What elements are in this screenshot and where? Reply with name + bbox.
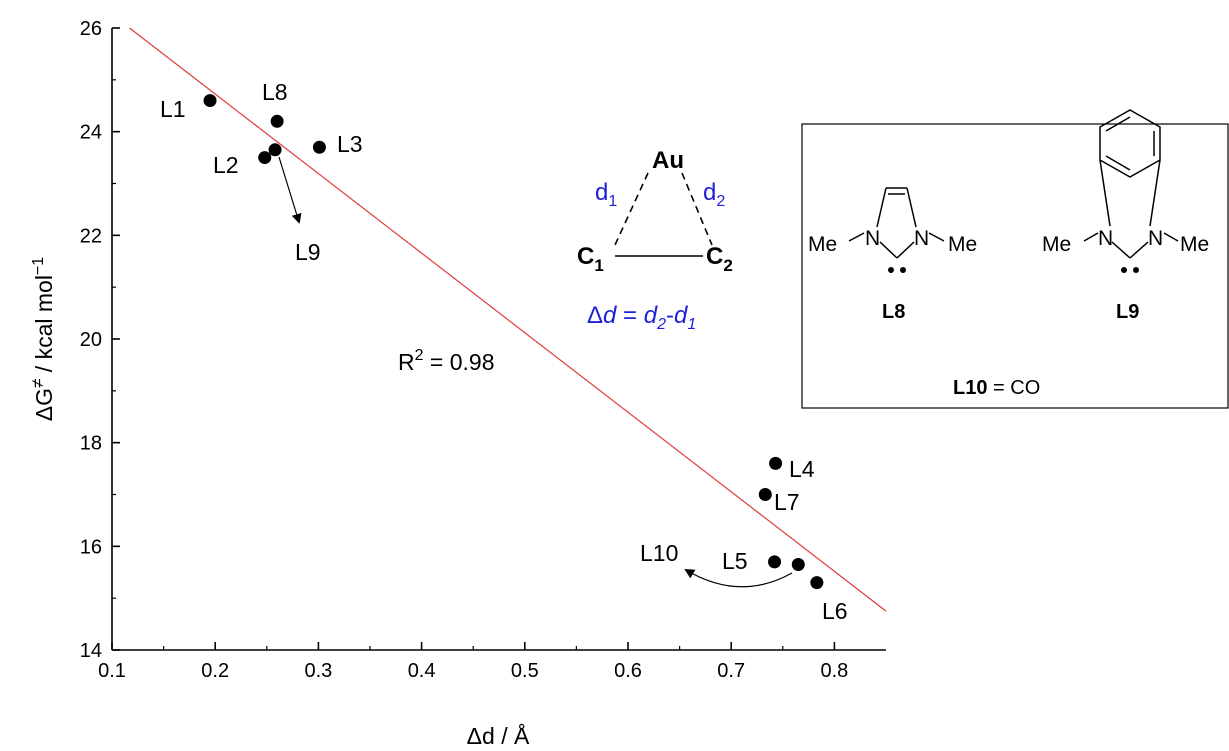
data-point-l5 bbox=[768, 555, 782, 569]
l9-bond-n3-c2 bbox=[1129, 241, 1149, 259]
l9-lone-pair-dot bbox=[1121, 267, 1127, 273]
point-label-l1: L1 bbox=[160, 96, 186, 122]
x-tick-label: 0.7 bbox=[717, 660, 745, 682]
d2-bond bbox=[681, 172, 713, 246]
y-ticks: 14 16 18 20 22 24 26 bbox=[80, 18, 120, 662]
l9-lone-pair-dot bbox=[1133, 267, 1139, 273]
data-points bbox=[203, 94, 824, 590]
x-tick-label: 0.4 bbox=[408, 660, 436, 682]
l9-bond-c-n3 bbox=[1149, 159, 1161, 227]
data-point-l1 bbox=[203, 94, 217, 108]
x-ticks: 0.1 0.2 0.3 0.4 0.5 0.6 0.7 0.8 bbox=[98, 642, 848, 682]
l9-n1: N bbox=[1098, 227, 1113, 250]
l9-label: L9 bbox=[1116, 301, 1139, 323]
l8-structure bbox=[848, 187, 945, 259]
c2-atom: C2 bbox=[706, 243, 733, 275]
l8-me-left: Me bbox=[808, 233, 837, 256]
point-label-l4: L4 bbox=[789, 456, 815, 482]
l9-bond-n1-c2 bbox=[1111, 241, 1131, 259]
x-tick-label: 0.1 bbox=[98, 660, 126, 682]
point-labels: L1 L8 L3 L2 L9 L4 L7 L5 L10 L6 bbox=[160, 79, 848, 624]
l9-bond-n1-me bbox=[1083, 232, 1099, 242]
c1-atom: C1 bbox=[577, 243, 604, 275]
point-label-l7: L7 bbox=[774, 489, 800, 515]
point-label-l5: L5 bbox=[722, 548, 748, 574]
data-point-l6 bbox=[810, 576, 824, 590]
l9-me-right: Me bbox=[1180, 233, 1209, 256]
ligand-legend-box: N N Me Me L8 N N Me Me L9 L10 = CO bbox=[801, 109, 1229, 409]
y-tick-label: 20 bbox=[80, 329, 102, 351]
l8-bond-n3-c2 bbox=[896, 241, 915, 259]
y-tick-label: 22 bbox=[80, 225, 102, 247]
l8-n1: N bbox=[865, 227, 880, 250]
data-point-l7 bbox=[758, 488, 772, 501]
l9-n3: N bbox=[1148, 227, 1163, 250]
x-tick-label: 0.6 bbox=[614, 660, 642, 682]
l8-lone-pair-dot bbox=[888, 267, 894, 273]
data-point-l4 bbox=[769, 456, 783, 470]
l8-n3: N bbox=[914, 227, 929, 250]
l8-me-right: Me bbox=[948, 233, 977, 256]
y-tick-label: 16 bbox=[80, 536, 102, 558]
point-label-l3: L3 bbox=[337, 131, 363, 157]
l8-bond-n1-me bbox=[848, 232, 865, 242]
data-point-l8 bbox=[270, 114, 284, 128]
l10-definition: L10 = CO bbox=[953, 377, 1040, 399]
point-label-l8: L8 bbox=[262, 79, 288, 105]
x-axis-title: Δd / Å bbox=[467, 722, 530, 749]
x-tick-label: 0.5 bbox=[511, 660, 539, 682]
l9-bond-n3-me bbox=[1163, 232, 1179, 242]
point-label-l6: L6 bbox=[822, 598, 848, 624]
au-triangle-scheme: Au d1 d2 C1 C2 Δd = d2-d1 bbox=[577, 147, 733, 333]
l9-benzene-ring bbox=[1099, 109, 1161, 178]
y-tick-label: 18 bbox=[80, 433, 102, 455]
l8-bond-c5-n1 bbox=[876, 187, 887, 228]
au-atom: Au bbox=[652, 147, 684, 174]
l9-me-left: Me bbox=[1042, 233, 1071, 256]
x-tick-label: 0.8 bbox=[820, 660, 848, 682]
r-squared-annotation: R2 = 0.98 bbox=[398, 347, 495, 375]
d2-label: d2 bbox=[703, 179, 725, 210]
y-tick-label: 24 bbox=[80, 122, 102, 144]
d1-label: d1 bbox=[595, 179, 617, 210]
data-point-l2 bbox=[258, 151, 272, 165]
y-tick-label: 14 bbox=[80, 640, 102, 662]
l8-lone-pair-dot bbox=[900, 267, 906, 273]
axes bbox=[111, 28, 886, 651]
point-label-l2: L2 bbox=[213, 152, 239, 178]
l10-arrow bbox=[684, 568, 793, 588]
d1-bond bbox=[614, 172, 649, 246]
x-tick-label: 0.2 bbox=[201, 660, 229, 682]
point-label-l9: L9 bbox=[295, 239, 321, 265]
l9-structure bbox=[1083, 109, 1179, 259]
x-tick-label: 0.3 bbox=[304, 660, 332, 682]
delta-d-equation: Δd = d2-d1 bbox=[587, 302, 696, 333]
l9-benzene-double bbox=[1105, 116, 1131, 132]
data-point-l10 bbox=[791, 557, 805, 571]
l9-bond-c-n1 bbox=[1099, 159, 1111, 227]
l9-arrow bbox=[278, 156, 302, 224]
regression-fit-line bbox=[129, 27, 887, 612]
data-point-l9 bbox=[268, 143, 282, 157]
l8-bond-n3-me bbox=[928, 232, 945, 242]
l9-benzene-double bbox=[1105, 155, 1131, 171]
l8-bond-c4-n3 bbox=[906, 187, 917, 228]
legend-frame bbox=[801, 123, 1229, 409]
data-point-l3 bbox=[312, 140, 326, 154]
y-axis-title: ΔG≠ / kcal mol−1 bbox=[28, 257, 57, 421]
l8-bond-n1-c2 bbox=[879, 241, 898, 259]
point-label-l10: L10 bbox=[640, 540, 678, 566]
y-tick-label: 26 bbox=[80, 18, 102, 40]
l8-label: L8 bbox=[882, 301, 905, 323]
